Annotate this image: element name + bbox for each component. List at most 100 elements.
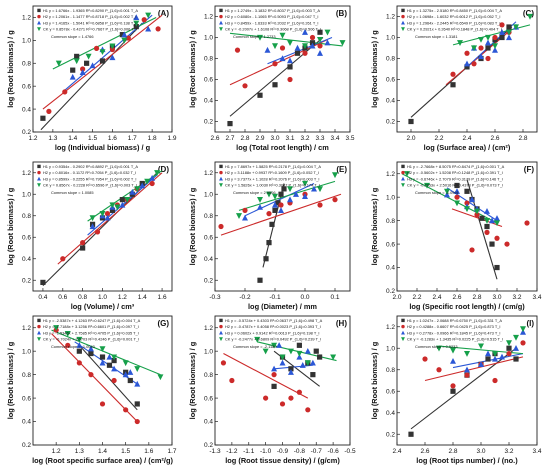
- x-tick-label: 3.3: [315, 135, 324, 142]
- y-tick-label: 0.4: [22, 256, 31, 263]
- y-tick-label: 0.4: [22, 419, 31, 426]
- data-point-h2: [492, 34, 498, 41]
- data-point-h3: [293, 191, 299, 197]
- y-tick-label: 0.2: [204, 442, 213, 449]
- data-point-h1: [494, 264, 500, 271]
- data-point-ck: [99, 49, 106, 56]
- data-point-ck: [76, 336, 83, 343]
- x-tick-label: -1.3: [209, 448, 221, 455]
- data-point-h2: [504, 241, 510, 247]
- legend-marker-h1: [401, 164, 405, 169]
- data-point-h1: [74, 53, 80, 59]
- data-point-h2: [93, 45, 100, 51]
- legend-marker-ck: [401, 183, 405, 188]
- y-tick-label: 0.4: [204, 419, 213, 426]
- data-point-h2: [229, 377, 235, 384]
- data-point-h3: [469, 196, 475, 203]
- data-point-h3: [109, 54, 116, 61]
- data-point-h3: [499, 29, 505, 35]
- y-axis-label: log (Root biomass) / g: [6, 341, 15, 419]
- data-point-ck: [484, 218, 490, 224]
- panel-label: (D): [158, 165, 169, 174]
- data-point-h1: [127, 377, 133, 384]
- x-tick-label: 3.0: [270, 135, 279, 142]
- data-point-ck: [145, 12, 152, 19]
- x-tick-label: -1.1: [243, 448, 255, 455]
- y-tick-label: 0.2: [204, 277, 213, 284]
- x-tick-label: -0.1: [269, 294, 281, 301]
- data-point-h3: [127, 369, 134, 375]
- data-point-ck: [236, 213, 242, 219]
- y-tick-label: 0.6: [204, 77, 213, 84]
- data-point-ck: [272, 43, 278, 50]
- data-point-h3: [499, 353, 505, 360]
- x-tick-label: 1.2: [52, 448, 61, 455]
- data-point-h1: [287, 64, 293, 70]
- legend-marker-h1: [219, 164, 223, 169]
- data-point-ck: [154, 170, 161, 176]
- legend-marker-ck: [37, 337, 41, 342]
- data-point-h2: [478, 45, 484, 51]
- legend-entry-h2: H2 y = 0.8016x - 0.1172 R²=0.7054 P_{1,6…: [43, 170, 136, 175]
- legend-marker-h3: [37, 176, 41, 181]
- data-point-ck: [254, 336, 261, 343]
- data-point-h3: [76, 342, 83, 348]
- data-point-h2: [471, 61, 477, 67]
- data-point-ck: [287, 348, 294, 355]
- data-point-h1: [281, 186, 287, 192]
- y-tick-label: 0.6: [22, 83, 31, 90]
- y-tick-label: 0.2: [204, 119, 213, 126]
- data-point-h3: [478, 53, 484, 59]
- data-point-ck: [424, 182, 430, 189]
- legend-entry-h3: H3 y = -0.6746x + 2.7079 R²=0.3179 P_{1,…: [407, 176, 503, 181]
- legend-entry-h3: H3 y = 0.2778x - 0.0966 R²=0.1845 P_{1,6…: [407, 330, 500, 335]
- data-point-ck: [53, 325, 60, 331]
- y-tick-label: 0.6: [386, 77, 395, 84]
- x-tick-label: 1.9: [167, 135, 176, 142]
- common-slope-note: Common slope = 1.3181: [415, 34, 458, 39]
- data-point-h2: [302, 50, 308, 56]
- data-point-h1: [40, 279, 46, 285]
- y-tick-label: 1.0: [386, 345, 395, 352]
- data-point-h3: [276, 342, 283, 348]
- x-tick-label: 1.7: [128, 135, 137, 142]
- data-point-ck: [257, 34, 263, 41]
- data-point-h2: [317, 202, 323, 208]
- data-point-h3: [309, 42, 316, 49]
- legend-marker-h2: [37, 14, 41, 19]
- x-tick-label: 0.6: [58, 294, 67, 301]
- y-tick-label: 0.6: [386, 388, 395, 395]
- data-point-h2: [279, 401, 286, 407]
- x-axis-label: log (Individual biomass) / g: [55, 143, 151, 152]
- x-tick-label: 1.5: [121, 448, 130, 455]
- data-point-h3: [324, 39, 331, 46]
- x-tick-label: -0.6: [328, 448, 340, 455]
- data-point-h3: [506, 34, 512, 41]
- x-tick-label: 2.8: [518, 135, 527, 142]
- fit-line-h1: [229, 37, 324, 117]
- data-point-ck: [436, 345, 442, 352]
- data-point-ck: [492, 43, 498, 50]
- panel-c: 2.0 2.2 2.4 2.6 2.8 0.2 0.4 0.6 0.8 1.0 1.2 log (Su…: [370, 5, 538, 152]
- x-tick-label: 1.2: [28, 135, 37, 142]
- data-point-h2: [218, 223, 224, 230]
- common-slope-note: Common slope = -1.0043: [51, 344, 95, 349]
- legend-marker-ck: [37, 27, 41, 32]
- data-point-ck: [144, 178, 151, 185]
- legend-marker-h3: [37, 20, 41, 25]
- legend-entry-h1: H1 y = 1.0247x - 2.0688 R²=0.6750 P_{1,6…: [407, 318, 502, 323]
- common-slope-note: Common slope = 1.0085: [51, 190, 94, 195]
- legend-entry-ck: CK y = -0.1283x + 1.3435 R²=0.0225 P_{1,…: [407, 337, 503, 342]
- data-point-ck: [332, 172, 338, 179]
- data-point-h2: [220, 360, 227, 366]
- x-tick-label: 2.2: [434, 135, 443, 142]
- data-point-ck: [122, 360, 129, 367]
- x-tick-label: 2.4: [462, 135, 471, 142]
- data-point-h1: [464, 188, 470, 194]
- plot-frame: [214, 5, 351, 133]
- fit-line-h2: [51, 333, 138, 422]
- legend-entry-h2: H2 y = 0.6080x - 1.1065 R²=0.5093 P_{1,6…: [225, 14, 318, 19]
- x-axis-label: log (Root tips number) / (no.): [416, 456, 518, 465]
- plot-frame: [214, 161, 351, 292]
- data-point-h1: [513, 356, 519, 362]
